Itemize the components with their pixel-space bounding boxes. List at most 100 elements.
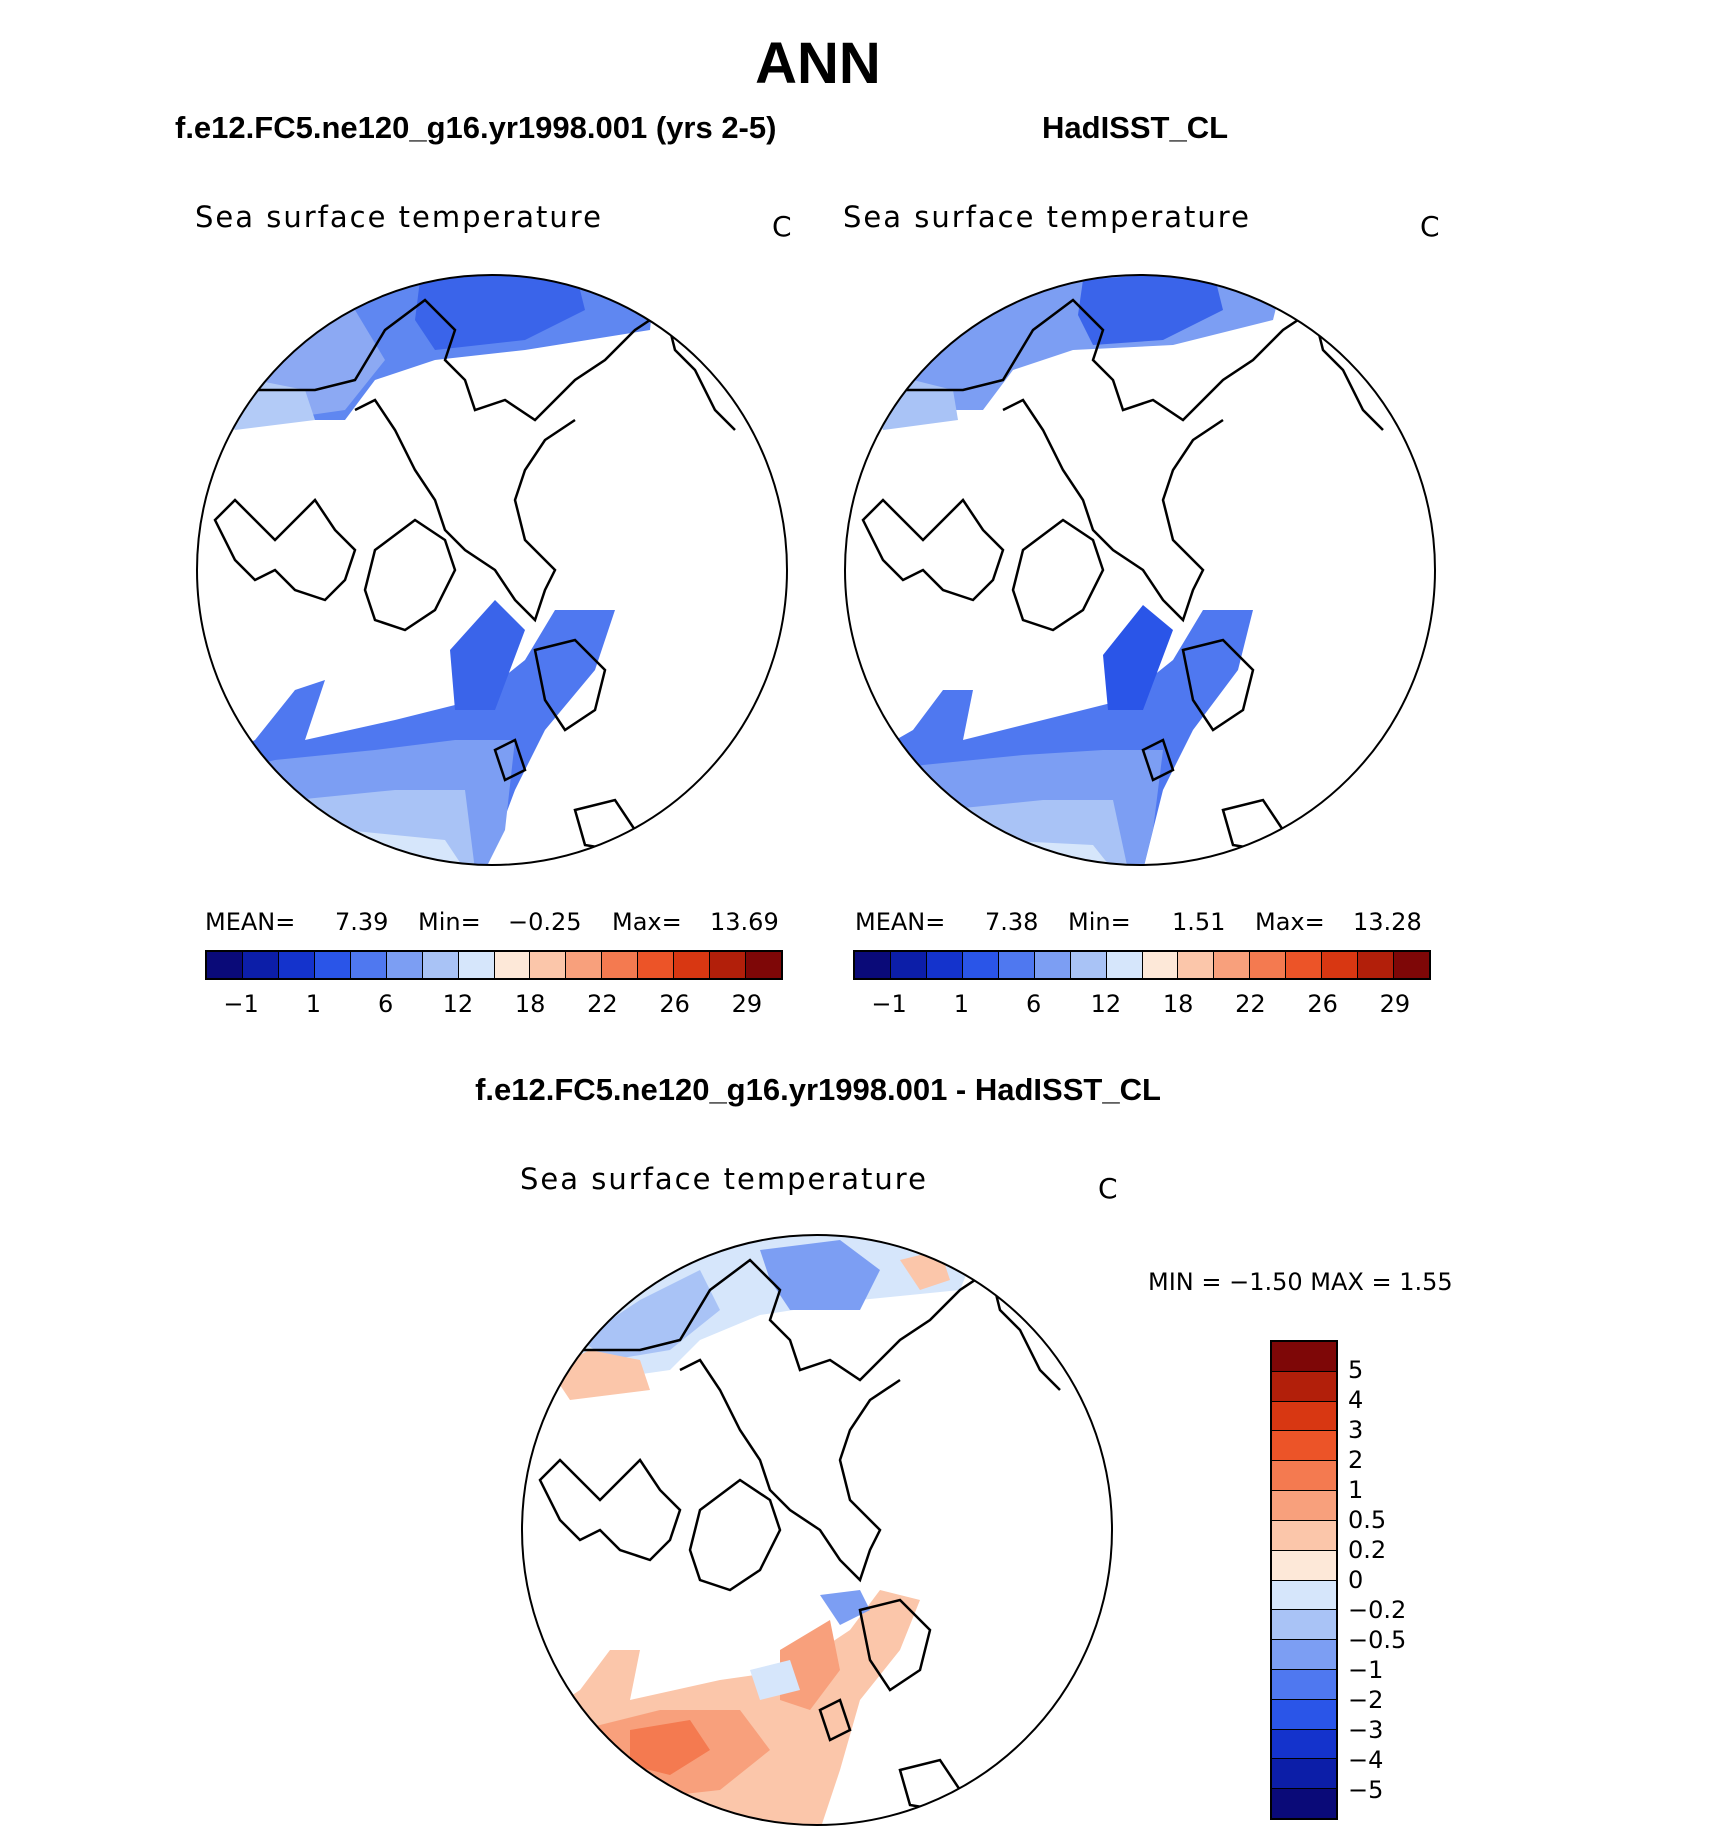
colorbar-swatch <box>350 952 387 978</box>
panel-2-colorbar <box>853 950 1431 980</box>
colorbar-swatch <box>422 952 459 978</box>
panel-2-min-value: 1.51 <box>1172 908 1226 936</box>
colorbar-tick-label: 4 <box>1348 1386 1364 1414</box>
panel-1-max-value: 13.69 <box>710 908 779 936</box>
colorbar-tick-label: −0.5 <box>1348 1626 1407 1654</box>
colorbar-tick-label: −2 <box>1348 1686 1384 1714</box>
colorbar-swatch <box>1272 1699 1336 1730</box>
colorbar-swatch <box>674 952 711 978</box>
colorbar-swatch <box>1034 952 1071 978</box>
colorbar-tick-label: 1 <box>953 990 970 1018</box>
panel-1-mean-value: 7.39 <box>335 908 389 936</box>
difference-panel-units-label: C <box>1098 1172 1118 1205</box>
difference-panel-stats: MIN = −1.50 MAX = 1.55 <box>1148 1268 1453 1296</box>
colorbar-swatch <box>1272 1669 1336 1700</box>
colorbar-tick-label: −1 <box>871 990 907 1018</box>
page-title: ANN <box>755 31 881 96</box>
colorbar-tick-label: 3 <box>1348 1416 1364 1444</box>
panel-2-units-label: C <box>1420 210 1440 243</box>
colorbar-tick-label: 18 <box>1162 990 1194 1018</box>
colorbar-tick-label: −0.2 <box>1348 1596 1407 1624</box>
colorbar-swatch <box>1214 952 1251 978</box>
panel-1-units-label: C <box>772 210 792 243</box>
panel-2-mean-value: 7.38 <box>985 908 1039 936</box>
colorbar-tick-label: 29 <box>731 990 763 1018</box>
panel-1-polar-map <box>196 274 788 866</box>
panel-1-title: f.e12.FC5.ne120_g16.yr1998.001 (yrs 2-5) <box>175 110 777 145</box>
panel-1-min-label: Min= <box>418 908 481 936</box>
colorbar-swatch <box>710 952 747 978</box>
colorbar-tick-label: 1 <box>305 990 322 1018</box>
colorbar-swatch <box>1272 1342 1336 1372</box>
colorbar-tick-label: 12 <box>442 990 474 1018</box>
colorbar-swatch <box>926 952 963 978</box>
colorbar-tick-label: 26 <box>1307 990 1338 1018</box>
colorbar-swatch <box>386 952 423 978</box>
colorbar-swatch <box>458 952 495 978</box>
colorbar-tick-label: 6 <box>377 990 394 1018</box>
colorbar-swatch <box>1250 952 1287 978</box>
colorbar-swatch <box>207 952 243 978</box>
colorbar-swatch <box>1142 952 1179 978</box>
colorbar-swatch <box>1272 1759 1336 1790</box>
colorbar-swatch <box>1272 1461 1336 1492</box>
colorbar-tick-label: −5 <box>1348 1776 1384 1804</box>
colorbar-swatch <box>602 952 639 978</box>
colorbar-tick-label: 5 <box>1348 1356 1364 1384</box>
colorbar-tick-label: 22 <box>587 990 618 1018</box>
colorbar-swatch <box>1286 952 1323 978</box>
colorbar-swatch <box>278 952 315 978</box>
colorbar-tick-label: 0.2 <box>1348 1536 1387 1564</box>
colorbar-tick-label: −1 <box>223 990 259 1018</box>
colorbar-swatch <box>746 952 781 978</box>
panel-1-variable-label: Sea surface temperature <box>195 200 603 234</box>
colorbar-tick-label: 29 <box>1379 990 1411 1018</box>
colorbar-swatch <box>962 952 999 978</box>
difference-panel-title: f.e12.FC5.ne120_g16.yr1998.001 - HadISST… <box>475 1072 1161 1107</box>
colorbar-swatch <box>1106 952 1143 978</box>
colorbar-tick-label: 1 <box>1348 1476 1364 1504</box>
panel-2-mean-label: MEAN= <box>855 908 946 936</box>
difference-panel-polar-map <box>521 1234 1113 1826</box>
colorbar-swatch <box>314 952 351 978</box>
colorbar-tick-label: 18 <box>514 990 546 1018</box>
colorbar-swatch <box>638 952 675 978</box>
colorbar-swatch <box>1272 1610 1336 1641</box>
colorbar-swatch <box>1178 952 1215 978</box>
colorbar-swatch <box>1272 1789 1336 1818</box>
panel-2-variable-label: Sea surface temperature <box>843 200 1251 234</box>
colorbar-swatch <box>998 952 1035 978</box>
difference-panel-variable-label: Sea surface temperature <box>520 1162 928 1196</box>
colorbar-swatch <box>1272 1729 1336 1760</box>
panel-2-max-label: Max= <box>1255 908 1325 936</box>
colorbar-swatch <box>1394 952 1429 978</box>
colorbar-tick-label: −4 <box>1348 1746 1384 1774</box>
colorbar-tick-label: 6 <box>1025 990 1042 1018</box>
colorbar-swatch <box>1322 952 1359 978</box>
panel-1-min-value: −0.25 <box>508 908 582 936</box>
colorbar-swatch <box>855 952 891 978</box>
colorbar-swatch <box>530 952 567 978</box>
difference-panel-colorbar <box>1270 1340 1338 1820</box>
panel-2-polar-map <box>844 274 1436 866</box>
colorbar-swatch <box>494 952 531 978</box>
colorbar-swatch <box>1272 1401 1336 1432</box>
colorbar-swatch <box>1070 952 1107 978</box>
colorbar-swatch <box>890 952 927 978</box>
panel-1-max-label: Max= <box>612 908 682 936</box>
colorbar-swatch <box>1272 1520 1336 1551</box>
panel-1-colorbar <box>205 950 783 980</box>
colorbar-swatch <box>1272 1371 1336 1402</box>
colorbar-swatch <box>566 952 603 978</box>
colorbar-tick-label: 2 <box>1348 1446 1364 1474</box>
colorbar-swatch <box>1358 952 1395 978</box>
colorbar-tick-label: 12 <box>1090 990 1122 1018</box>
colorbar-tick-label: −1 <box>1348 1656 1384 1684</box>
panel-2-max-value: 13.28 <box>1353 908 1422 936</box>
colorbar-swatch <box>1272 1640 1336 1670</box>
colorbar-tick-label: 26 <box>659 990 690 1018</box>
colorbar-swatch <box>1272 1431 1336 1462</box>
colorbar-swatch <box>1272 1550 1336 1581</box>
colorbar-swatch <box>1272 1491 1336 1521</box>
colorbar-tick-label: −3 <box>1348 1716 1384 1744</box>
